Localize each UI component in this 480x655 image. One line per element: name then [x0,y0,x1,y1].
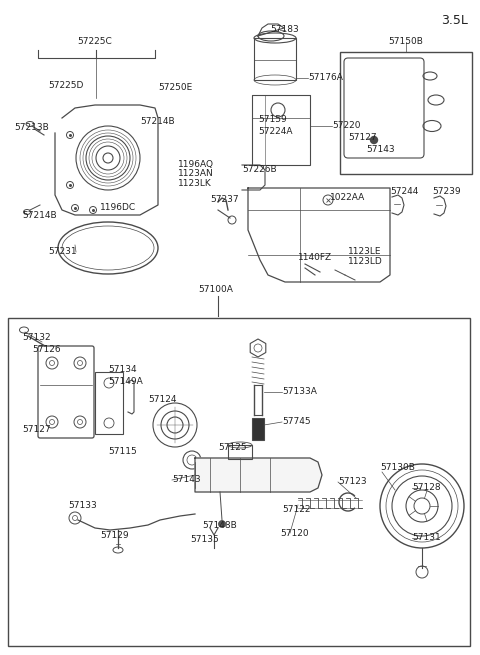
Text: 57214B: 57214B [140,117,175,126]
Text: 1140FZ: 1140FZ [298,253,332,263]
Text: 57150B: 57150B [388,37,423,47]
Text: 57127: 57127 [22,426,50,434]
Text: 57214B: 57214B [22,210,57,219]
Bar [252,95,310,165]
Text: 57224A: 57224A [258,128,292,136]
Text: 57250E: 57250E [158,83,192,92]
Bar [95,372,123,434]
Text: 57143: 57143 [366,145,395,155]
Text: 1022AA: 1022AA [330,193,365,202]
Text: 57127: 57127 [348,134,377,143]
Text: 57149A: 57149A [108,377,143,386]
Text: 57220: 57220 [332,121,360,130]
Text: 57213B: 57213B [14,124,49,132]
Text: 57225D: 57225D [48,81,84,90]
Bar [8,318,470,646]
Polygon shape [195,458,322,492]
Text: 57159: 57159 [258,115,287,124]
Text: 57143: 57143 [172,476,201,485]
Text: 57237: 57237 [210,195,239,204]
Text: 57225C: 57225C [78,37,112,47]
Text: 57134: 57134 [108,365,137,375]
Text: 57745: 57745 [282,417,311,426]
Text: 1123AN: 1123AN [178,170,214,179]
Bar [252,418,264,440]
Bar [228,445,252,459]
Text: 1123LK: 1123LK [178,179,212,189]
Text: 57148B: 57148B [202,521,237,531]
Text: 57183: 57183 [270,26,299,35]
Text: 57125: 57125 [218,443,247,453]
Text: 57120: 57120 [280,529,309,538]
Bar [254,38,296,80]
Text: 57135: 57135 [190,536,219,544]
Text: 57122: 57122 [282,506,311,514]
Text: 57130B: 57130B [380,464,415,472]
Text: 57132: 57132 [22,333,50,343]
Text: 57123: 57123 [338,477,367,487]
Circle shape [371,136,377,143]
Text: 57244: 57244 [390,187,419,196]
Text: 1123LD: 1123LD [348,257,383,267]
Text: 57115: 57115 [108,447,137,457]
Circle shape [218,521,226,527]
Text: 57231: 57231 [48,248,77,257]
Text: 57133: 57133 [68,500,97,510]
Text: 3.5L: 3.5L [441,14,468,27]
Text: 1196AQ: 1196AQ [178,160,214,168]
Text: 57133A: 57133A [282,388,317,396]
Text: 57226B: 57226B [242,166,276,174]
Text: 57100A: 57100A [198,286,233,295]
Text: 1196DC: 1196DC [100,204,136,212]
Bar [340,52,472,174]
Text: 57176A: 57176A [308,73,343,83]
Text: 57239: 57239 [432,187,461,196]
Text: 57128: 57128 [412,483,441,493]
Text: 57124: 57124 [148,396,177,405]
Text: 57126: 57126 [32,345,60,354]
Text: 1123LE: 1123LE [348,248,382,257]
Text: 57129: 57129 [100,531,129,540]
Text: 57131: 57131 [412,534,441,542]
